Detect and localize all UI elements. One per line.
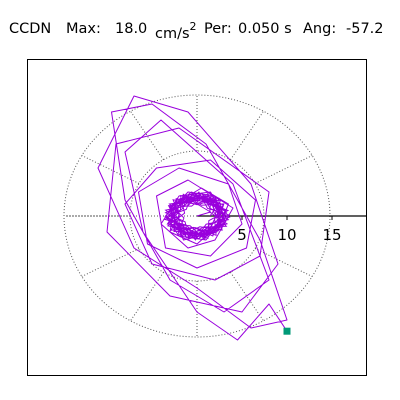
marker-group bbox=[283, 327, 291, 335]
grid-spoke bbox=[81, 248, 140, 277]
max-label: Max: bbox=[66, 21, 101, 37]
grid-spoke bbox=[254, 248, 313, 277]
end-point-marker bbox=[283, 327, 291, 335]
max-unit-exponent: 2 bbox=[189, 20, 197, 33]
station-code: CCDN bbox=[9, 21, 52, 37]
grid-spoke bbox=[81, 155, 140, 184]
max-value: 18.0 bbox=[115, 21, 148, 37]
radial-tick-label: 5 bbox=[237, 226, 247, 244]
max-unit: cm/s2 bbox=[155, 20, 197, 43]
radial-tick-label: 10 bbox=[277, 226, 296, 244]
tick-labels: 5 10 15 bbox=[237, 216, 342, 244]
angle-value: -57.2 bbox=[346, 21, 384, 37]
max-unit-text: cm/s bbox=[155, 25, 190, 42]
trace-path bbox=[97, 95, 288, 341]
trace-core bbox=[163, 191, 231, 241]
angle-label: Ang: bbox=[303, 21, 337, 37]
grid-spoke bbox=[130, 272, 164, 322]
grid-spoke bbox=[230, 272, 264, 322]
grid-spoke bbox=[254, 155, 313, 184]
grid-spoke bbox=[230, 110, 264, 160]
header: CCDN Max: 18.0 cm/s2 Per: 0.050 s Ang: -… bbox=[0, 0, 400, 43]
period-value: 0.050 s bbox=[238, 21, 292, 37]
period-label: Per: bbox=[204, 21, 232, 37]
grid-spoke bbox=[130, 110, 164, 160]
trace-group bbox=[97, 95, 288, 341]
radial-tick-label: 15 bbox=[322, 226, 341, 244]
